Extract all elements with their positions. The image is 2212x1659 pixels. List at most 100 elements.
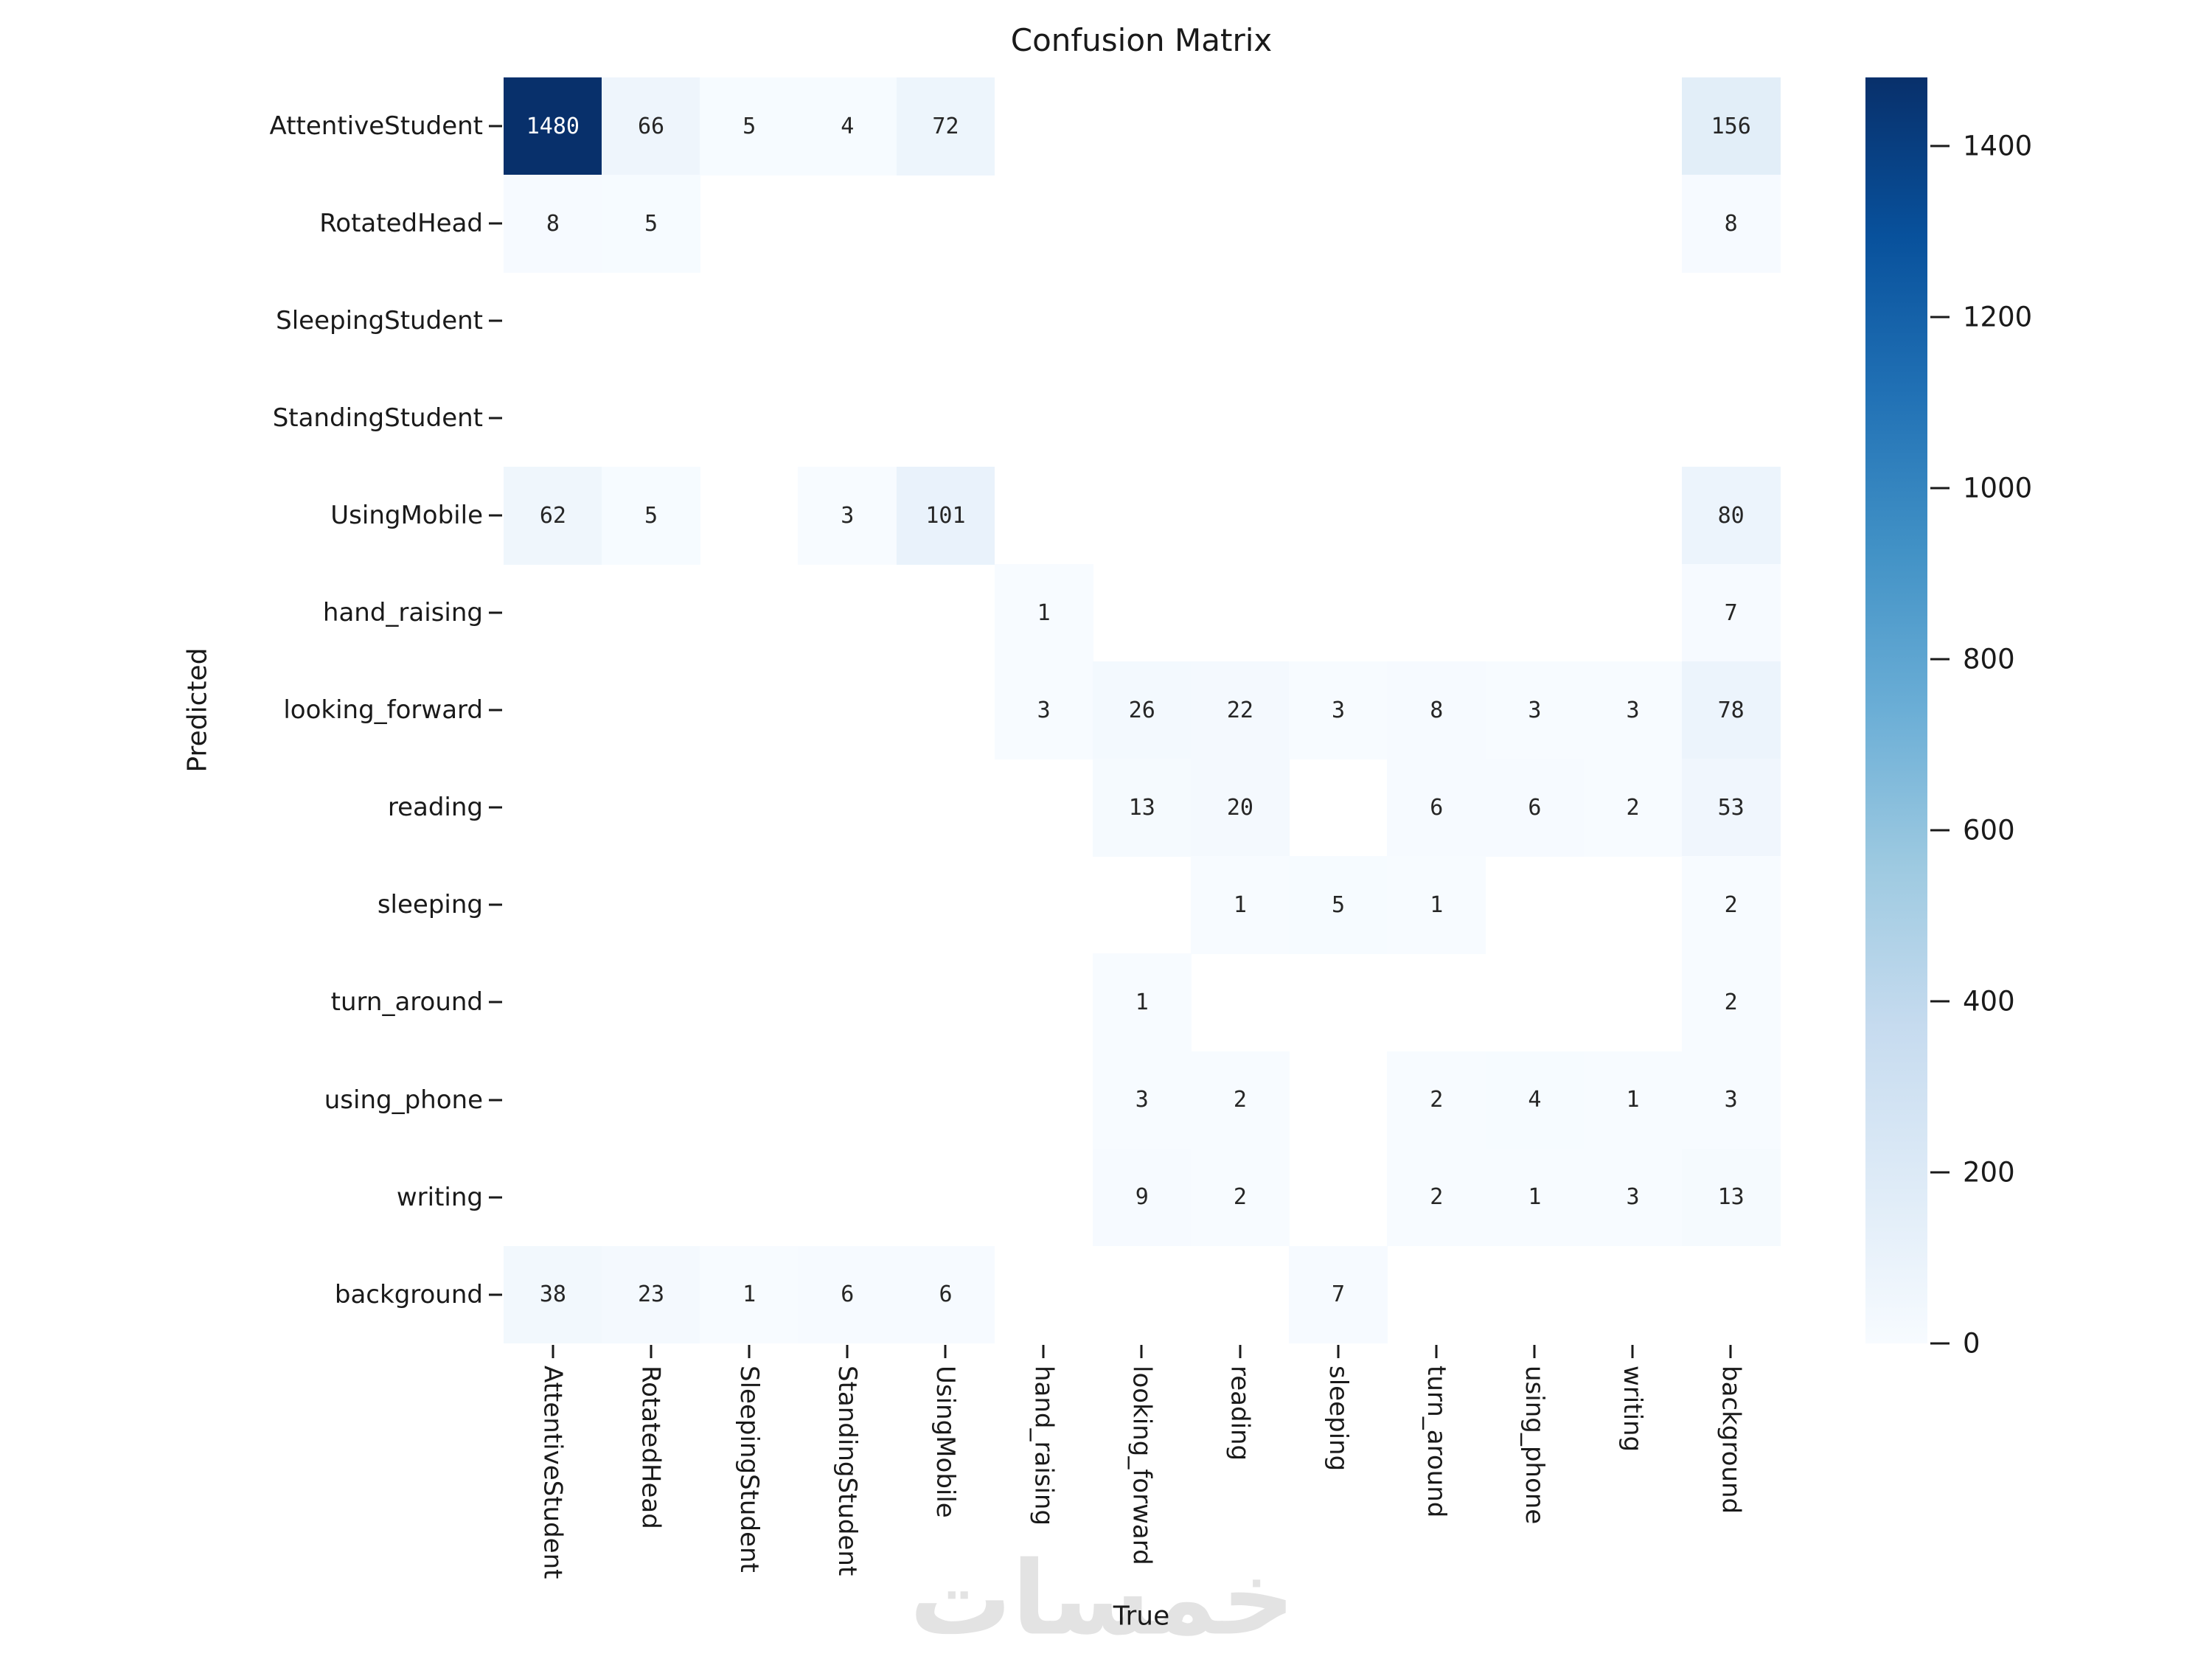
heatmap-cell: 23	[602, 1245, 700, 1344]
cell-value: 5	[1332, 892, 1346, 919]
heatmap-cell: 7	[1289, 1245, 1388, 1344]
y-tick-mark	[489, 903, 502, 906]
cell-value: 1480	[526, 113, 580, 139]
y-tick-mark	[489, 319, 502, 322]
cell-value: 13	[1128, 795, 1155, 821]
x-tick-mark	[944, 1345, 947, 1358]
colorbar-tick-mark	[1930, 316, 1950, 319]
heatmap-cell: 22	[1191, 661, 1290, 759]
x-tick-mark	[1729, 1345, 1732, 1358]
colorbar-tick-label: 600	[1963, 814, 2015, 846]
heatmap-cell: 1	[1191, 856, 1290, 955]
cell-value: 38	[539, 1281, 566, 1308]
heatmap-cell: 3	[1289, 661, 1388, 759]
y-tick-mark	[489, 125, 502, 128]
x-tick-label: using_phone	[1520, 1366, 1550, 1525]
heatmap-cell: 5	[700, 77, 799, 175]
heatmap-cell: 101	[896, 467, 995, 565]
x-tick-mark	[846, 1345, 849, 1358]
cell-value: 8	[1724, 210, 1738, 237]
colorbar-tick-label: 1400	[1963, 130, 2033, 162]
heatmap-cell: 1	[1485, 1148, 1585, 1247]
y-tick-label: AttentiveStudent	[269, 111, 483, 142]
cell-value: 4	[841, 113, 855, 139]
cell-value: 1	[742, 1281, 757, 1308]
x-tick-mark	[1140, 1345, 1143, 1358]
y-tick-mark	[489, 1001, 502, 1004]
colorbar-tick-mark	[1930, 658, 1950, 661]
cell-value: 26	[1128, 698, 1155, 724]
cell-value: 156	[1711, 113, 1751, 139]
colorbar-tick-label: 200	[1963, 1156, 2015, 1189]
cell-value: 2	[1430, 1184, 1444, 1211]
heatmap-cell: 13	[1681, 1148, 1781, 1247]
x-tick-label: StandingStudent	[832, 1366, 863, 1576]
heatmap-cell: 8	[1387, 661, 1486, 759]
heatmap-cell: 1	[700, 1245, 799, 1344]
heatmap-cell: 8	[504, 175, 602, 273]
cell-value: 7	[1332, 1281, 1346, 1308]
x-tick-mark	[1239, 1345, 1242, 1358]
y-tick-label: writing	[396, 1182, 483, 1212]
y-tick-mark	[489, 514, 502, 517]
heatmap-cell: 3	[1583, 661, 1683, 759]
y-tick-label: StandingStudent	[272, 403, 483, 434]
cell-value: 2	[1724, 892, 1738, 919]
y-tick-label: SleepingStudent	[276, 306, 483, 336]
y-tick-label: background	[334, 1279, 483, 1310]
heatmap-cell: 53	[1681, 759, 1781, 857]
y-tick-mark	[489, 611, 502, 614]
cell-value: 20	[1226, 795, 1253, 821]
x-tick-mark	[1042, 1345, 1045, 1358]
heatmap-cell: 62	[504, 467, 602, 565]
heatmap-cell: 26	[1092, 661, 1192, 759]
heatmap-cell: 1	[1583, 1051, 1683, 1150]
y-tick-mark	[489, 1196, 502, 1199]
heatmap-cell: 3	[1092, 1051, 1192, 1150]
y-tick-label: using_phone	[324, 1085, 483, 1115]
cell-value: 3	[1724, 1087, 1738, 1113]
heatmap-cell: 2	[1681, 953, 1781, 1052]
x-tick-label: looking_forward	[1127, 1366, 1157, 1565]
cell-value: 2	[1233, 1087, 1247, 1113]
heatmap-cell: 3	[1485, 661, 1585, 759]
colorbar-tick-mark	[1930, 1171, 1950, 1174]
cell-value: 5	[644, 210, 658, 237]
heatmap-cell: 1	[1092, 953, 1192, 1052]
cell-value: 80	[1717, 503, 1745, 529]
colorbar-tick-mark	[1930, 829, 1950, 832]
y-tick-mark	[489, 709, 502, 712]
cell-value: 101	[925, 503, 966, 529]
x-tick-label: writing	[1618, 1366, 1648, 1453]
watermark-text: خمسات	[909, 1539, 1295, 1658]
heatmap-cell: 80	[1681, 467, 1781, 565]
x-tick-mark	[1435, 1345, 1438, 1358]
y-tick-mark	[489, 222, 502, 225]
cell-value: 62	[539, 503, 566, 529]
cell-value: 1	[1430, 892, 1444, 919]
heatmap-cell: 3	[798, 467, 897, 565]
cell-value: 22	[1226, 698, 1253, 724]
cell-value: 6	[939, 1281, 953, 1308]
cell-value: 3	[1626, 1184, 1640, 1211]
cell-value: 3	[1332, 698, 1346, 724]
cell-value: 6	[1528, 795, 1542, 821]
y-axis-label: Predicted	[182, 647, 213, 773]
cell-value: 23	[637, 1281, 665, 1308]
x-tick-mark	[1337, 1345, 1340, 1358]
y-tick-label: reading	[387, 793, 483, 823]
y-tick-mark	[489, 806, 502, 809]
cell-value: 72	[932, 113, 959, 139]
heatmap-cell: 4	[1485, 1051, 1585, 1150]
heatmap-cell: 2	[1191, 1051, 1290, 1150]
x-tick-label: UsingMobile	[931, 1366, 961, 1518]
heatmap-cell: 78	[1681, 661, 1781, 759]
y-tick-label: RotatedHead	[319, 209, 483, 239]
heatmap-cell: 156	[1681, 77, 1781, 175]
cell-value: 1	[1528, 1184, 1542, 1211]
colorbar-tick-mark	[1930, 1000, 1950, 1003]
heatmap-cell: 5	[602, 175, 700, 273]
x-tick-mark	[1533, 1345, 1536, 1358]
colorbar-tick-label: 800	[1963, 643, 2015, 675]
